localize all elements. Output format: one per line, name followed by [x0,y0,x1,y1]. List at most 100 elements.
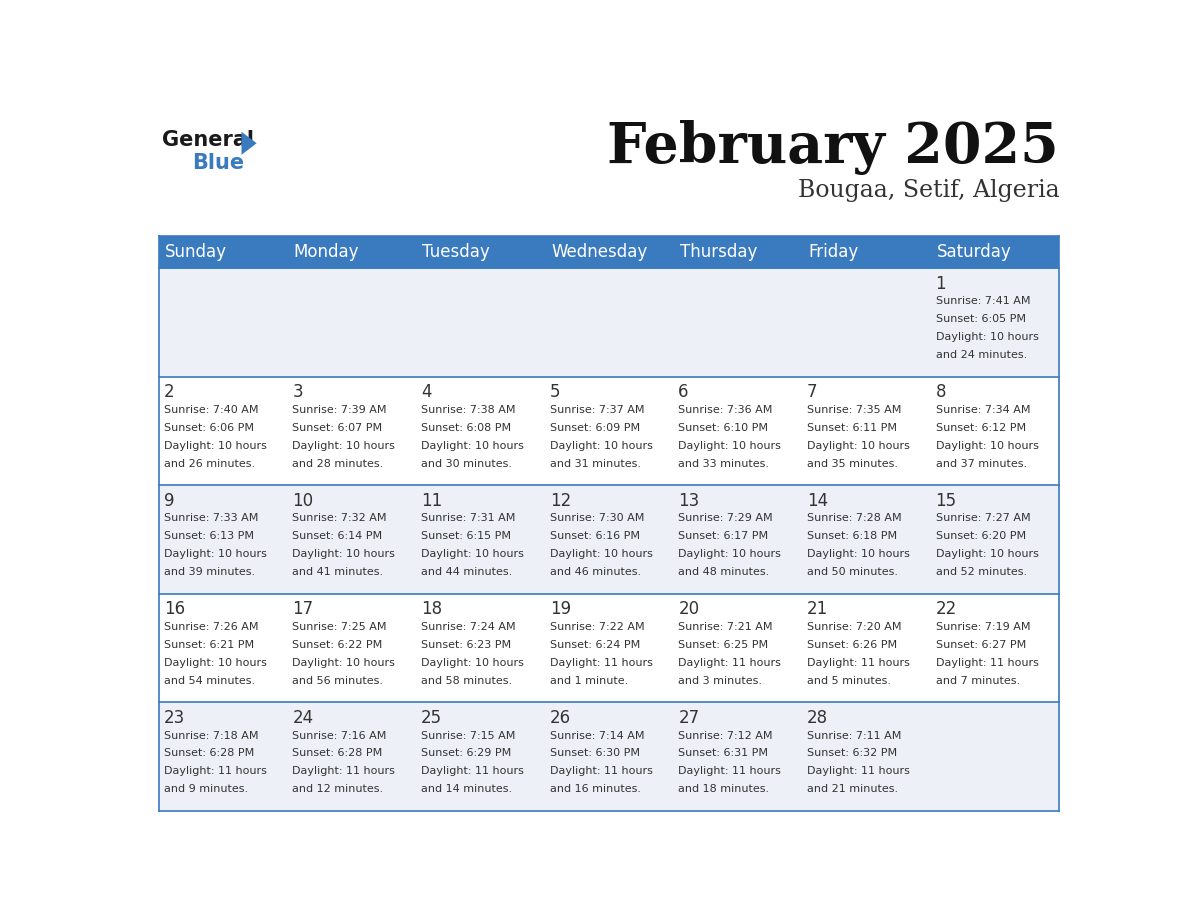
Text: Sunset: 6:32 PM: Sunset: 6:32 PM [807,748,897,758]
Text: Sunrise: 7:31 AM: Sunrise: 7:31 AM [421,513,516,523]
Text: Bougaa, Setif, Algeria: Bougaa, Setif, Algeria [797,179,1060,203]
Text: Sunrise: 7:25 AM: Sunrise: 7:25 AM [292,622,387,632]
Text: Sunset: 6:09 PM: Sunset: 6:09 PM [550,422,640,432]
Polygon shape [241,131,257,155]
Text: 7: 7 [807,383,817,401]
Text: Thursday: Thursday [680,243,757,261]
Text: and 41 minutes.: and 41 minutes. [292,567,384,577]
Text: Sunrise: 7:19 AM: Sunrise: 7:19 AM [936,622,1030,632]
Text: Daylight: 10 hours: Daylight: 10 hours [292,658,396,667]
Text: Blue: Blue [192,153,244,174]
Text: 9: 9 [164,492,175,509]
Text: Sunrise: 7:36 AM: Sunrise: 7:36 AM [678,405,772,415]
Text: and 52 minutes.: and 52 minutes. [936,567,1026,577]
Text: 18: 18 [421,600,442,618]
Text: Sunset: 6:17 PM: Sunset: 6:17 PM [678,532,769,542]
Text: Daylight: 11 hours: Daylight: 11 hours [164,767,266,777]
Text: 8: 8 [936,383,946,401]
Text: Sunrise: 7:39 AM: Sunrise: 7:39 AM [292,405,387,415]
Text: 23: 23 [164,709,185,727]
Text: Daylight: 10 hours: Daylight: 10 hours [164,441,266,451]
Text: 2: 2 [164,383,175,401]
Text: Sunrise: 7:28 AM: Sunrise: 7:28 AM [807,513,902,523]
Text: 1: 1 [936,274,947,293]
Text: and 3 minutes.: and 3 minutes. [678,676,763,686]
Text: and 18 minutes.: and 18 minutes. [678,784,770,794]
Text: Sunset: 6:25 PM: Sunset: 6:25 PM [678,640,769,650]
Bar [802,376,930,485]
Text: Daylight: 10 hours: Daylight: 10 hours [936,549,1038,559]
Bar [802,594,930,702]
Text: and 50 minutes.: and 50 minutes. [807,567,898,577]
Text: Daylight: 10 hours: Daylight: 10 hours [678,549,782,559]
Text: 5: 5 [550,383,561,401]
Text: Daylight: 11 hours: Daylight: 11 hours [807,658,910,667]
Text: Sunrise: 7:27 AM: Sunrise: 7:27 AM [936,513,1030,523]
Text: 3: 3 [292,383,303,401]
Text: and 33 minutes.: and 33 minutes. [678,459,770,468]
Text: 14: 14 [807,492,828,509]
Bar [416,485,544,594]
Text: 6: 6 [678,383,689,401]
Text: Sunrise: 7:41 AM: Sunrise: 7:41 AM [936,297,1030,307]
Bar [287,268,416,376]
Text: Sunrise: 7:16 AM: Sunrise: 7:16 AM [292,731,387,741]
Text: Daylight: 10 hours: Daylight: 10 hours [292,441,396,451]
Bar [930,485,1060,594]
Text: Sunrise: 7:24 AM: Sunrise: 7:24 AM [421,622,516,632]
Text: Daylight: 11 hours: Daylight: 11 hours [550,658,652,667]
Text: 19: 19 [550,600,570,618]
Text: Daylight: 11 hours: Daylight: 11 hours [678,658,782,667]
Bar [287,485,416,594]
Text: and 39 minutes.: and 39 minutes. [164,567,255,577]
Bar [544,376,674,485]
Text: 28: 28 [807,709,828,727]
Text: and 24 minutes.: and 24 minutes. [936,350,1026,360]
Text: Daylight: 10 hours: Daylight: 10 hours [678,441,782,451]
Text: Sunset: 6:24 PM: Sunset: 6:24 PM [550,640,640,650]
Text: 21: 21 [807,600,828,618]
Text: Sunrise: 7:22 AM: Sunrise: 7:22 AM [550,622,644,632]
Bar [930,376,1060,485]
Text: and 31 minutes.: and 31 minutes. [550,459,640,468]
Text: Daylight: 11 hours: Daylight: 11 hours [936,658,1038,667]
Text: Sunset: 6:28 PM: Sunset: 6:28 PM [164,748,254,758]
Text: Daylight: 10 hours: Daylight: 10 hours [421,441,524,451]
Bar [674,376,802,485]
Text: Sunset: 6:13 PM: Sunset: 6:13 PM [164,532,254,542]
Text: Sunset: 6:14 PM: Sunset: 6:14 PM [292,532,383,542]
Bar [930,594,1060,702]
Text: Sunrise: 7:34 AM: Sunrise: 7:34 AM [936,405,1030,415]
Text: and 9 minutes.: and 9 minutes. [164,784,248,794]
Text: 17: 17 [292,600,314,618]
Bar [158,376,287,485]
Text: and 54 minutes.: and 54 minutes. [164,676,255,686]
Text: and 1 minute.: and 1 minute. [550,676,628,686]
Bar [802,268,930,376]
Text: and 14 minutes.: and 14 minutes. [421,784,512,794]
Bar [544,702,674,811]
Text: Sunset: 6:18 PM: Sunset: 6:18 PM [807,532,897,542]
Text: Daylight: 10 hours: Daylight: 10 hours [164,549,266,559]
Text: and 56 minutes.: and 56 minutes. [292,676,384,686]
Text: Daylight: 10 hours: Daylight: 10 hours [550,549,652,559]
Text: Daylight: 11 hours: Daylight: 11 hours [550,767,652,777]
Bar [416,268,544,376]
Text: and 35 minutes.: and 35 minutes. [807,459,898,468]
Bar [158,594,287,702]
Text: February 2025: February 2025 [607,120,1060,175]
Text: Sunrise: 7:18 AM: Sunrise: 7:18 AM [164,731,258,741]
Text: 10: 10 [292,492,314,509]
Bar [158,268,287,376]
Text: 11: 11 [421,492,442,509]
Text: Sunrise: 7:37 AM: Sunrise: 7:37 AM [550,405,644,415]
Text: Sunset: 6:10 PM: Sunset: 6:10 PM [678,422,769,432]
Bar [802,485,930,594]
Bar [674,702,802,811]
Bar [416,594,544,702]
Bar [544,485,674,594]
Text: Sunset: 6:21 PM: Sunset: 6:21 PM [164,640,254,650]
Text: and 44 minutes.: and 44 minutes. [421,567,512,577]
Text: and 7 minutes.: and 7 minutes. [936,676,1019,686]
Text: Sunset: 6:22 PM: Sunset: 6:22 PM [292,640,383,650]
